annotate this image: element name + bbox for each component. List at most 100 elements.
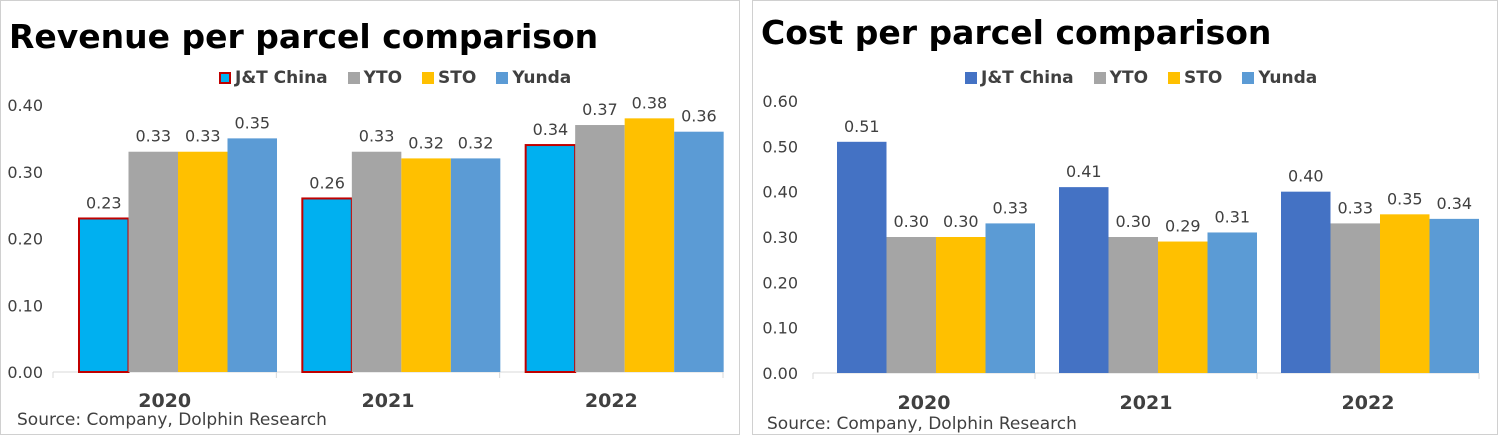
x-category-label: 2022 [585,390,638,412]
source-note: Source: Company, Dolphin Research [767,414,1077,434]
legend-item-jt-china: J&T China [219,68,328,88]
cost-chart-panel: Cost per parcel comparison J&T China YTO… [752,0,1498,435]
data-label: 0.33 [992,198,1028,217]
legend-label: Yunda [512,68,572,88]
bar-j-t-china-2021 [1059,187,1109,373]
y-tick-label: 0.40 [7,96,43,115]
legend-label: Yunda [1258,68,1318,88]
y-tick-label: 0.60 [762,92,798,111]
data-label: 0.23 [86,193,122,212]
revenue-bar-chart: 0.00 0.10 0.20 0.30 0.40 0.23 0.33 0.33 0.35 2020… [7,93,724,412]
bar-yto-2021 [1108,237,1158,373]
bar-j-t-china-2020 [78,217,130,373]
data-label: 0.32 [408,133,444,152]
data-label: 0.33 [135,127,171,146]
bar-yto-2022 [575,125,625,373]
legend-label: J&T China [981,68,1074,88]
chart-legend: J&T China YTO STO Yunda [219,68,571,88]
chart-title: Revenue per parcel comparison [9,17,599,56]
bar-j-t-china-2020 [837,141,887,373]
data-label: 0.29 [1165,217,1201,236]
data-label: 0.30 [943,212,979,231]
bar-j-t-china-2022 [524,144,577,373]
data-label: 0.35 [234,113,270,132]
bar-yto-2021 [351,151,402,372]
y-tick-label: 0.10 [7,296,43,315]
x-category-label: 2021 [1120,392,1173,414]
legend-swatch-yunda [496,72,509,84]
legend-swatch-yunda [1242,72,1255,84]
y-tick-label: 0.50 [762,137,798,156]
chart-legend: J&T China YTO STO Yunda [965,68,1317,88]
revenue-chart-panel: Revenue per parcel comparison J&T China … [0,0,740,435]
legend-item-yto: YTO [347,68,403,88]
bar-yunda-2022 [1429,218,1479,373]
bar-sto-2022 [1380,214,1430,373]
x-category-label: 2020 [898,392,951,414]
data-label: 0.30 [1115,212,1151,231]
y-tick-label: 0.00 [762,364,798,383]
y-tick-label: 0.20 [7,230,43,249]
legend-swatch-jt-china [965,72,977,84]
data-label: 0.51 [844,117,880,136]
y-tick-label: 0.30 [7,163,43,182]
bar-sto-2021 [401,158,451,372]
legend-swatch-sto [422,72,435,84]
data-label: 0.30 [893,212,929,231]
data-label: 0.33 [359,127,395,146]
legend-swatch-yto [1093,72,1106,84]
bar-sto-2022 [624,118,675,372]
legend-label: STO [438,68,477,88]
y-tick-label: 0.00 [7,363,43,382]
data-label: 0.33 [1337,198,1373,217]
bar-sto-2020 [936,237,986,373]
legend-item-jt-china: J&T China [965,68,1074,88]
x-category-label: 2020 [138,390,191,412]
legend-swatch-sto [1168,72,1181,84]
legend-item-sto: STO [422,68,476,88]
legend-swatch-yto [347,72,360,84]
bar-yunda-2021 [1207,232,1257,373]
y-tick-label: 0.20 [762,273,798,292]
bar-j-t-china-2021 [301,197,353,373]
legend-swatch-jt-china [219,72,231,84]
y-tick-label: 0.10 [762,319,798,338]
bar-yto-2022 [1330,223,1380,373]
legend-label: STO [1184,68,1223,88]
legend-item-sto: STO [1168,68,1222,88]
data-label: 0.34 [1436,194,1472,213]
legend-item-yunda: Yunda [496,68,571,88]
x-category-label: 2022 [1342,392,1395,414]
data-label: 0.31 [1214,207,1250,226]
legend-label: YTO [363,68,403,88]
bar-yunda-2021 [450,158,501,372]
data-label: 0.35 [1387,189,1423,208]
bar-sto-2020 [178,151,228,372]
bar-yunda-2020 [227,138,277,372]
bar-yto-2020 [128,151,178,372]
data-label: 0.37 [582,100,618,119]
data-label: 0.40 [1288,167,1324,186]
bar-yunda-2020 [985,223,1035,373]
x-category-label: 2021 [362,390,415,412]
bar-sto-2021 [1158,241,1208,373]
chart-title: Cost per parcel comparison [761,13,1272,52]
legend-item-yunda: Yunda [1242,68,1317,88]
data-label: 0.33 [185,127,221,146]
source-note: Source: Company, Dolphin Research [17,410,327,430]
bar-yto-2020 [886,237,936,373]
data-label: 0.34 [533,120,569,139]
cost-bar-chart: 0.00 0.10 0.20 0.30 0.40 0.50 0.60 0.51 0.30 0.30… [762,92,1480,414]
data-label: 0.41 [1066,162,1102,181]
data-label: 0.32 [458,133,494,152]
bar-yunda-2022 [674,131,724,372]
y-tick-label: 0.40 [762,183,798,202]
y-tick-label: 0.30 [762,228,798,247]
bar-j-t-china-2022 [1281,191,1331,373]
data-label: 0.26 [309,173,345,192]
legend-item-yto: YTO [1093,68,1149,88]
legend-label: YTO [1109,68,1149,88]
data-label: 0.38 [632,93,668,112]
legend-label: J&T China [235,68,328,88]
data-label: 0.36 [681,107,717,126]
